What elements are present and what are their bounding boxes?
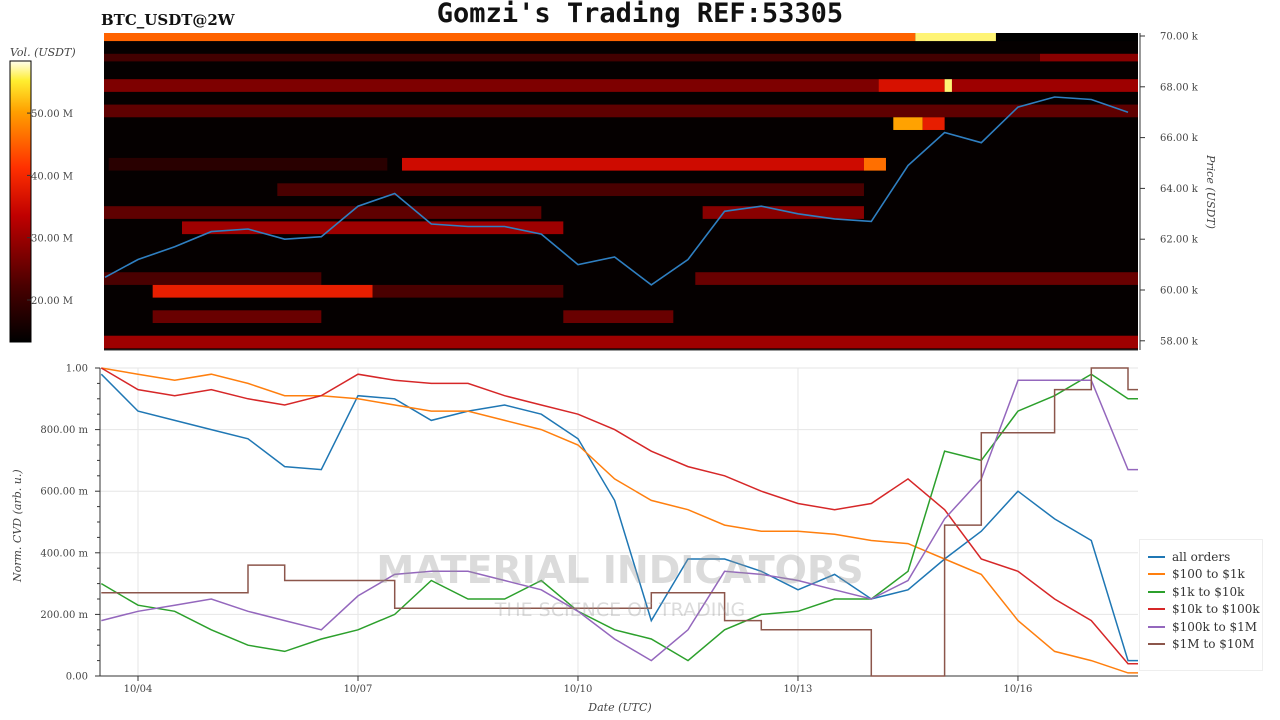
series-line-1 <box>101 367 1138 674</box>
heatmap-cell <box>1039 53 1138 62</box>
price-tick-label: 58.00 k <box>1160 336 1199 347</box>
heatmap-cell <box>922 117 945 130</box>
heatmap-cell <box>104 335 1138 349</box>
heatmap-cell <box>152 310 322 324</box>
legend-label: $10k to $100k <box>1172 602 1260 617</box>
cvd-tick-label: 1.00 <box>66 364 88 375</box>
chart-title: Gomzi's Trading REF:53305 <box>436 0 844 29</box>
legend-swatch <box>1148 625 1165 628</box>
legend-label: $100k to $1M <box>1172 619 1258 634</box>
colorbar-label: Vol. (USDT) <box>10 46 76 59</box>
heatmap-cell <box>944 79 952 92</box>
x-axis-label: Date (UTC) <box>587 701 651 714</box>
heatmap-cell <box>563 310 674 324</box>
cvd-tick-label: 800.00 m <box>40 425 88 436</box>
heatmap-cell <box>951 79 1138 92</box>
series-line-5 <box>101 367 1138 677</box>
heatmap-cell <box>104 33 916 42</box>
heatmap-cell <box>152 284 373 298</box>
cvd-tick-label: 200.00 m <box>40 610 88 621</box>
legend-label: $1k to $10k <box>1172 584 1245 599</box>
heatmap-cell <box>104 272 322 285</box>
series-line-2 <box>100 373 1138 662</box>
colorbar-tick-label: 30.00 M <box>31 234 73 245</box>
series-line-0 <box>100 373 1138 662</box>
price-tick-label: 70.00 k <box>1160 32 1199 43</box>
cvd-plot: 0.00 200.00 m 400.00 m 600.00 m 800.00 m 1.00… <box>40 364 1138 695</box>
series-line-3 <box>100 367 1138 665</box>
legend-swatch <box>1148 643 1165 646</box>
price-tick-label: 66.00 k <box>1160 133 1199 144</box>
legend-item: all orders <box>1140 548 1262 566</box>
cvd-tick-label: 400.00 m <box>40 548 88 559</box>
heatmap-cell <box>915 33 996 42</box>
colorbar-tick-label: 40.00 M <box>31 171 73 182</box>
legend-item: $100k to $1M <box>1140 618 1262 636</box>
watermark-text: MATERIAL INDICATORS <box>376 548 863 592</box>
price-line <box>104 96 1129 286</box>
price-tick-label: 64.00 k <box>1160 184 1199 195</box>
cvd-axis-label: Norm. CVD (arb. u.) <box>11 469 24 583</box>
heatmap-cell <box>695 272 1138 285</box>
cvd-tick-label: 600.00 m <box>40 487 88 498</box>
heatmap-cell <box>372 284 564 298</box>
price-tick-label: 60.00 k <box>1160 286 1199 297</box>
series-line-4 <box>101 379 1138 662</box>
legend-item: $1M to $10M <box>1140 636 1262 654</box>
x-tick-label: 10/10 <box>564 684 593 695</box>
legend-item: $10k to $100k <box>1140 601 1262 619</box>
price-axis-label: Price (USDT) <box>1204 154 1217 229</box>
colorbar-tick-label: 20.00 M <box>31 296 73 307</box>
heatmap-cell <box>893 117 923 130</box>
legend-label: $100 to $1k <box>1172 567 1245 582</box>
legend-label: $1M to $10M <box>1172 637 1255 652</box>
heatmap-cell <box>108 157 388 171</box>
x-tick-label: 10/16 <box>1004 684 1033 695</box>
heatmap-cell <box>401 157 864 171</box>
price-tick-label: 68.00 k <box>1160 82 1199 93</box>
heatmap-cell <box>104 206 542 219</box>
legend-swatch <box>1148 573 1165 576</box>
legend-item: $100 to $1k <box>1140 566 1262 584</box>
x-tick-label: 10/13 <box>784 684 813 695</box>
heatmap-cell <box>104 53 1040 62</box>
heatmap-cell <box>181 221 564 235</box>
legend-item: $1k to $10k <box>1140 583 1262 601</box>
heatmap-cell <box>277 183 864 197</box>
legend: all orders $100 to $1k $1k to $10k $10k to … <box>1139 539 1263 671</box>
heatmap-cell <box>995 33 1138 42</box>
colorbar <box>9 60 32 343</box>
heatmap-cell <box>104 79 879 92</box>
price-tick-label: 62.00 k <box>1160 235 1199 246</box>
heatmap-cell <box>878 79 945 92</box>
heatmap-cell <box>863 157 886 171</box>
heatmap-area: 58.00 k 60.00 k 62.00 k 64.00 k 66.00 k 68.00… <box>104 32 1199 351</box>
watermark-subtext: THE SCIENCE OF TRADING <box>494 599 746 621</box>
heatmap-cell <box>104 104 1138 118</box>
legend-label: all orders <box>1172 549 1231 564</box>
heatmap-cell <box>702 206 864 219</box>
legend-swatch <box>1148 608 1165 611</box>
x-tick-label: 10/04 <box>124 684 153 695</box>
legend-swatch <box>1148 555 1165 558</box>
colorbar-tick-label: 50.00 M <box>31 109 73 120</box>
legend-swatch <box>1148 590 1165 593</box>
pair-label: BTC_USDT@2W <box>101 11 235 29</box>
x-tick-label: 10/07 <box>344 684 373 695</box>
cvd-tick-label: 0.00 <box>66 672 88 683</box>
